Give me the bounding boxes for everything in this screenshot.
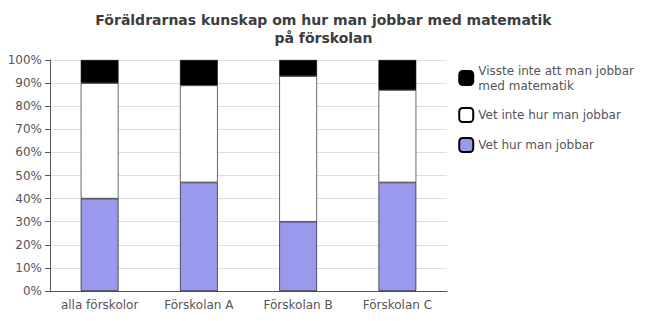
svg-text:Förskolan B: Förskolan B xyxy=(264,298,333,312)
svg-text:Visste inte att man jobbar: Visste inte att man jobbar xyxy=(478,64,634,78)
svg-text:50%: 50% xyxy=(15,169,42,183)
svg-text:70%: 70% xyxy=(15,122,42,136)
svg-text:100%: 100% xyxy=(8,53,42,67)
svg-text:60%: 60% xyxy=(15,145,42,159)
svg-text:30%: 30% xyxy=(15,215,42,229)
svg-text:10%: 10% xyxy=(15,261,42,275)
svg-text:Föräldrarnas kunskap om hur ma: Föräldrarnas kunskap om hur man jobbar m… xyxy=(95,12,552,28)
svg-text:Vet inte hur man jobbar: Vet inte hur man jobbar xyxy=(478,108,621,122)
svg-text:med matematik: med matematik xyxy=(478,79,574,93)
svg-text:alla förskolor: alla förskolor xyxy=(61,298,138,312)
svg-text:på förskolan: på förskolan xyxy=(274,30,372,46)
svg-text:Förskolan A: Förskolan A xyxy=(164,298,234,312)
svg-text:0%: 0% xyxy=(23,284,42,298)
svg-text:Vet hur man jobbar: Vet hur man jobbar xyxy=(478,138,594,152)
svg-text:80%: 80% xyxy=(15,99,42,113)
svg-text:90%: 90% xyxy=(15,76,42,90)
svg-text:Förskolan C: Förskolan C xyxy=(363,298,432,312)
svg-text:40%: 40% xyxy=(15,192,42,206)
svg-text:20%: 20% xyxy=(15,238,42,252)
